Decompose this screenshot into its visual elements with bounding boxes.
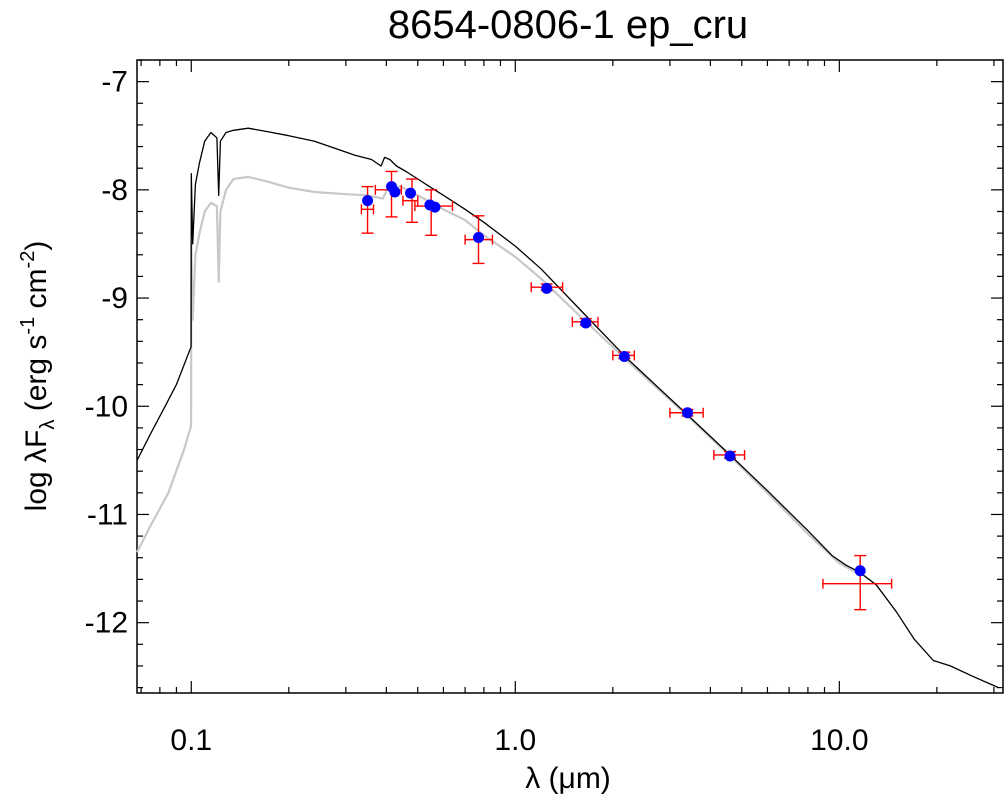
- model-photometry-point: [618, 350, 630, 362]
- x-tick-label: 0.1: [170, 724, 212, 757]
- model-photometry-point: [541, 282, 553, 294]
- axis-ticks: [137, 59, 1003, 693]
- chart-title: 8654-0806-1 ep_cru: [388, 3, 748, 47]
- observed-photometry: [360, 170, 893, 611]
- y-axis-label-exp1: -1: [17, 317, 39, 335]
- model-spectra: [136, 127, 999, 689]
- x-tick-label: 1.0: [494, 724, 536, 757]
- model-photometry-point: [362, 195, 374, 207]
- reddened-model-line: [136, 175, 860, 575]
- photometry-errorbar: [822, 554, 893, 611]
- y-tick-label: -9: [101, 282, 128, 315]
- model-photometry-point: [405, 187, 417, 199]
- plot-area: [136, 59, 1004, 694]
- model-photometry-point: [389, 186, 401, 198]
- model-photometry-point: [429, 201, 441, 213]
- y-axis-label: log λFλ (erg s-1 cm-2): [17, 241, 59, 512]
- y-tick-labels: -7 -8 -9 -10 -11 -12: [85, 66, 128, 640]
- y-axis-label-subscript: λ: [37, 420, 59, 430]
- model-photometry-point: [580, 317, 592, 329]
- model-photometry: [362, 181, 866, 577]
- plot-frame: [136, 59, 1004, 694]
- y-axis-label-units-open: (erg s: [20, 335, 53, 420]
- y-axis-label-units-close: ): [20, 241, 53, 251]
- model-photometry-point: [682, 407, 694, 419]
- y-axis-label-prefix: log λF: [20, 430, 53, 512]
- y-axis-label-exp2: -2: [17, 251, 39, 269]
- model-photometry-point: [473, 231, 485, 243]
- y-tick-label: -11: [87, 498, 128, 531]
- x-axis-label: λ (μm): [525, 762, 611, 795]
- intrinsic-model-line: [136, 127, 999, 689]
- model-photometry-point: [724, 450, 736, 462]
- y-tick-label: -12: [85, 607, 128, 640]
- y-tick-label: -8: [101, 174, 128, 207]
- y-axis-label-units-mid: cm: [20, 268, 53, 316]
- model-photometry-point: [854, 565, 866, 577]
- y-tick-label: -10: [85, 390, 128, 423]
- y-tick-label: -7: [101, 66, 128, 99]
- x-tick-label: 10.0: [810, 724, 868, 757]
- x-tick-labels: 0.1 1.0 10.0: [170, 724, 868, 757]
- photometry-errorbar: [402, 178, 419, 224]
- photometry-errorbar: [360, 185, 375, 234]
